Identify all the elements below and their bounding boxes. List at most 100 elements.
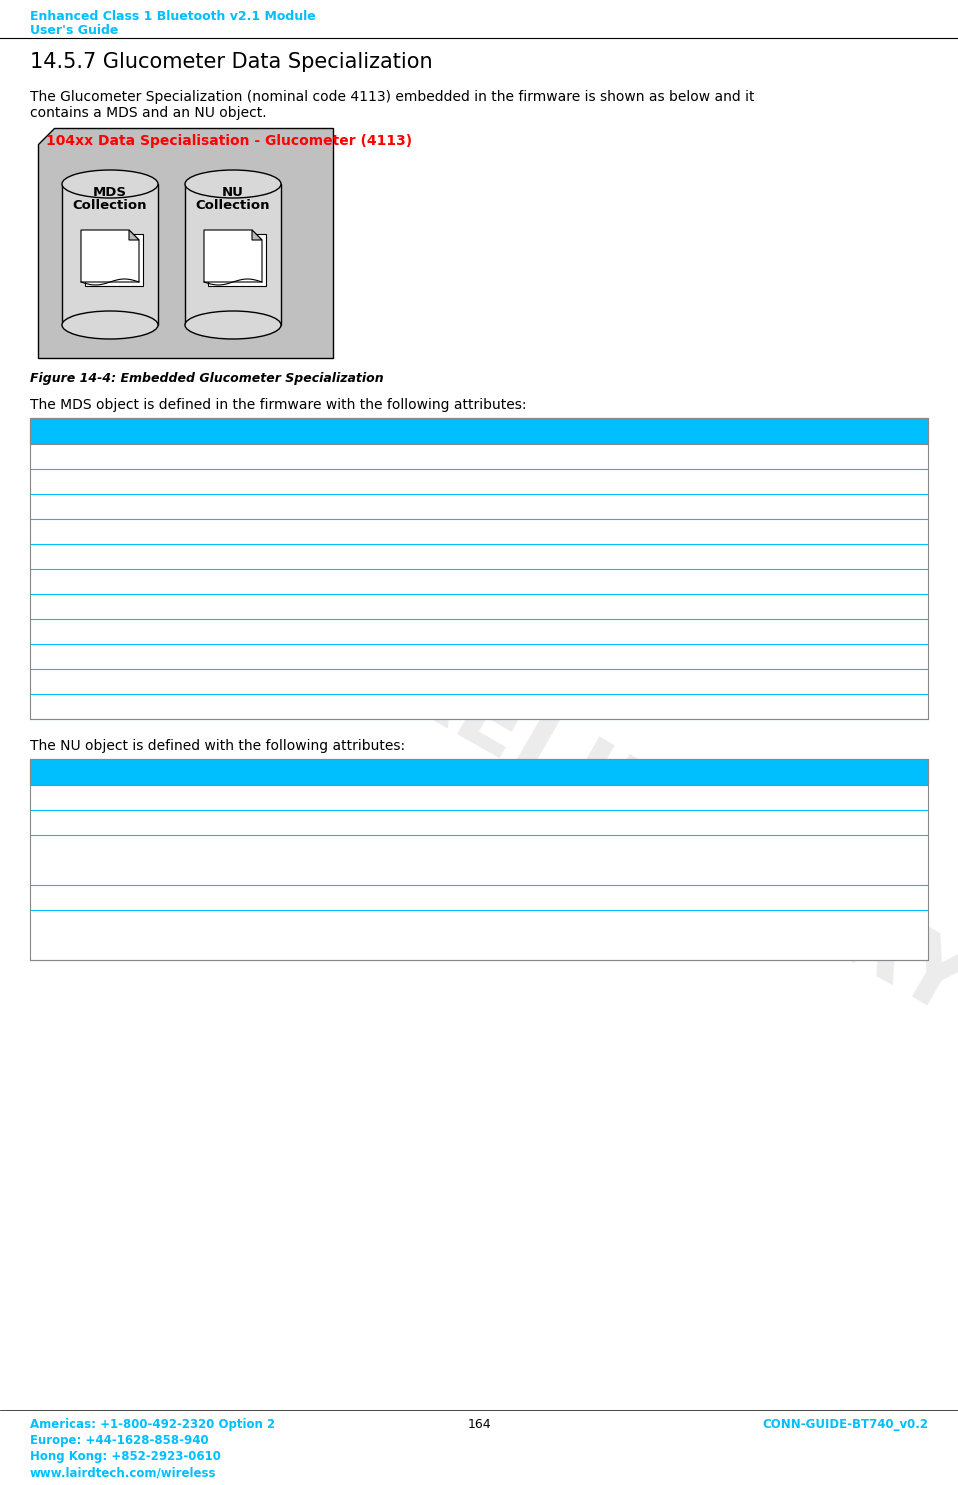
Ellipse shape <box>185 169 281 198</box>
Text: Always: 0: Always: 0 <box>698 450 765 463</box>
Text: 2337: 2337 <box>409 450 444 463</box>
Text: MDC_ATTR_POWER_STAT: MDC_ATTR_POWER_STAT <box>36 649 209 664</box>
Text: MDC_ATTR_TIME_BATT_REMAIN: MDC_ATTR_TIME_BATT_REMAIN <box>36 699 254 713</box>
Bar <box>85 235 143 287</box>
Text: P: P <box>36 930 44 943</box>
Bar <box>30 670 928 693</box>
Text: MDC_ATTR_ID_HANDLE: MDC_ATTR_ID_HANDLE <box>36 790 196 805</box>
Text: POWER_STATUS: POWER_STATUS <box>474 649 584 664</box>
Text: L: L <box>36 854 44 869</box>
Text: Data Type: Data Type <box>474 425 553 438</box>
Text: 2440: 2440 <box>409 699 444 713</box>
Text: The MDS object is defined in the firmware with the following attributes:: The MDS object is defined in the firmwar… <box>30 398 527 411</box>
Text: MDC_ATTR_MDS_TIME_INFO: MDC_ATTR_MDS_TIME_INFO <box>36 625 229 639</box>
Text: Hong Kong: +852-2923-0610: Hong Kong: +852-2923-0610 <box>30 1449 221 1463</box>
Bar <box>30 594 928 619</box>
Polygon shape <box>38 128 333 358</box>
Text: TYPE_SPEC_LIST: TYPE_SPEC_LIST <box>474 475 587 489</box>
Text: Figure 14-4: Embedded Glucometer Specialization: Figure 14-4: Embedded Glucometer Special… <box>30 373 383 385</box>
Polygon shape <box>204 230 262 282</box>
Text: MDC_ATTR_METRIC_SPEC_SMAL: MDC_ATTR_METRIC_SPEC_SMAL <box>36 841 258 854</box>
Text: MDC_ATTR_SYS_ID: MDC_ATTR_SYS_ID <box>36 524 165 539</box>
Text: PROD_SPEC: PROD_SPEC <box>474 575 557 588</box>
Text: Attribute Tag: Attribute Tag <box>36 425 140 438</box>
Text: MDC_ATTR_DEV_CONFIG_ID: MDC_ATTR_DEV_CONFIG_ID <box>36 549 229 563</box>
Text: Comments: Comments <box>698 425 782 438</box>
Text: 1700 (0x06A4): 1700 (0x06A4) <box>698 549 802 563</box>
Bar <box>30 786 928 809</box>
Ellipse shape <box>62 169 158 198</box>
Text: Always: 1: Always: 1 <box>698 790 765 805</box>
Text: 2645: 2645 <box>409 928 444 941</box>
Text: MDC_ATTR_TIME_ABS: MDC_ATTR_TIME_ABS <box>36 600 185 613</box>
Text: Const: Const <box>698 852 739 867</box>
Text: MDC_ATTR_ATTRIBUTE_VAL_MA: MDC_ATTR_ATTRIBUTE_VAL_MA <box>36 915 255 930</box>
Text: The Glucometer Specialization (nominal code 4113) embedded in the firmware is sh: The Glucometer Specialization (nominal c… <box>30 91 755 104</box>
Text: 2389: 2389 <box>409 649 444 664</box>
Bar <box>30 759 928 959</box>
Text: Var: Batt, Chrg.: Var: Batt, Chrg. <box>698 674 806 689</box>
Bar <box>30 809 928 835</box>
Text: OCTET_STRING: OCTET_STRING <box>474 524 580 539</box>
Bar <box>30 619 928 644</box>
Text: Var:time_batt_remain: Var:time_batt_remain <box>698 699 849 714</box>
Ellipse shape <box>62 310 158 339</box>
Text: SYSTEM_MODEL: SYSTEM_MODEL <box>474 499 586 514</box>
Bar <box>30 518 928 544</box>
Text: Var:Weight Units: Var:Weight Units <box>698 891 814 904</box>
Text: Const: Const <box>698 575 739 588</box>
Bar <box>30 693 928 719</box>
Bar <box>30 885 928 910</box>
Text: Const: Const <box>698 625 739 639</box>
Bar <box>62 184 158 325</box>
Bar <box>30 417 928 444</box>
Polygon shape <box>252 230 262 241</box>
Text: 2436: 2436 <box>409 524 444 539</box>
Text: MDC_ATTR_SYS_TYPE_SPEC_LIST: MDC_ATTR_SYS_TYPE_SPEC_LIST <box>36 475 262 489</box>
Bar <box>30 569 928 594</box>
Text: Var:PowerStatus: Var:PowerStatus <box>698 649 812 664</box>
Text: MDC_ATTR_ID_PROD_SPECN: MDC_ATTR_ID_PROD_SPECN <box>36 575 232 588</box>
Bar <box>30 644 928 670</box>
Bar <box>30 444 928 469</box>
Bar <box>30 759 928 786</box>
Text: Var:Time: Var:Time <box>698 600 760 613</box>
Polygon shape <box>129 230 139 241</box>
Text: Americas: +1-800-492-2320 Option 2: Americas: +1-800-492-2320 Option 2 <box>30 1418 275 1432</box>
Text: MDC_ATTR_ID_MODEL: MDC_ATTR_ID_MODEL <box>36 499 189 514</box>
Text: 2646,2448: 2646,2448 <box>698 928 773 941</box>
Text: METRIC_SPEC_SMALL: METRIC_SPEC_SMALL <box>474 852 623 867</box>
Text: Attributes: Attributes <box>82 251 138 261</box>
Bar <box>30 495 928 518</box>
Text: ABSOLUTE_TIME: ABSOLUTE_TIME <box>474 600 587 613</box>
Text: Const: Const <box>698 815 739 830</box>
Text: Enhanced Class 1 Bluetooth v2.1 Module: Enhanced Class 1 Bluetooth v2.1 Module <box>30 10 316 22</box>
Text: 2629: 2629 <box>409 625 444 639</box>
Text: CONN-GUIDE-BT740_v0.2: CONN-GUIDE-BT740_v0.2 <box>762 1418 928 1432</box>
Text: The NU object is defined with the following attributes:: The NU object is defined with the follow… <box>30 740 405 753</box>
Text: 164: 164 <box>468 1418 490 1432</box>
Text: MDC_ATTR_ID_HANDLE: MDC_ATTR_ID_HANDLE <box>36 450 196 463</box>
Polygon shape <box>81 230 139 282</box>
Ellipse shape <box>185 310 281 339</box>
Text: CONFIG_ID: CONFIG_ID <box>474 549 550 563</box>
Text: Attribute Tag: Attribute Tag <box>36 765 140 780</box>
Text: Collection: Collection <box>73 199 148 212</box>
Text: Var:SystemId: Var:SystemId <box>698 524 790 539</box>
Text: HANDLE: HANDLE <box>474 450 532 463</box>
Text: MDC_ATTR_VAL_BATT_CHARGE: MDC_ATTR_VAL_BATT_CHARGE <box>36 674 251 689</box>
Bar <box>30 469 928 495</box>
Bar <box>30 759 928 786</box>
Text: 2349: 2349 <box>409 575 444 588</box>
Text: 104xx Data Specialisation - Glucometer (4113): 104xx Data Specialisation - Glucometer (… <box>46 134 412 149</box>
Text: ATTR_VAL_MAP: ATTR_VAL_MAP <box>474 928 579 941</box>
Text: User's Guide: User's Guide <box>30 24 119 37</box>
Text: MDS_TIME_INFO: MDS_TIME_INFO <box>474 625 586 639</box>
Text: BAT_MEASURE: BAT_MEASURE <box>474 699 575 713</box>
Text: 14.5.7 Glucometer Data Specialization: 14.5.7 Glucometer Data Specialization <box>30 52 433 71</box>
Text: 2454: 2454 <box>409 891 444 904</box>
Text: PRELIMINARY: PRELIMINARY <box>316 600 958 1040</box>
Text: Const: Const <box>698 475 739 489</box>
Text: 2344: 2344 <box>409 499 444 514</box>
Bar <box>30 910 928 959</box>
